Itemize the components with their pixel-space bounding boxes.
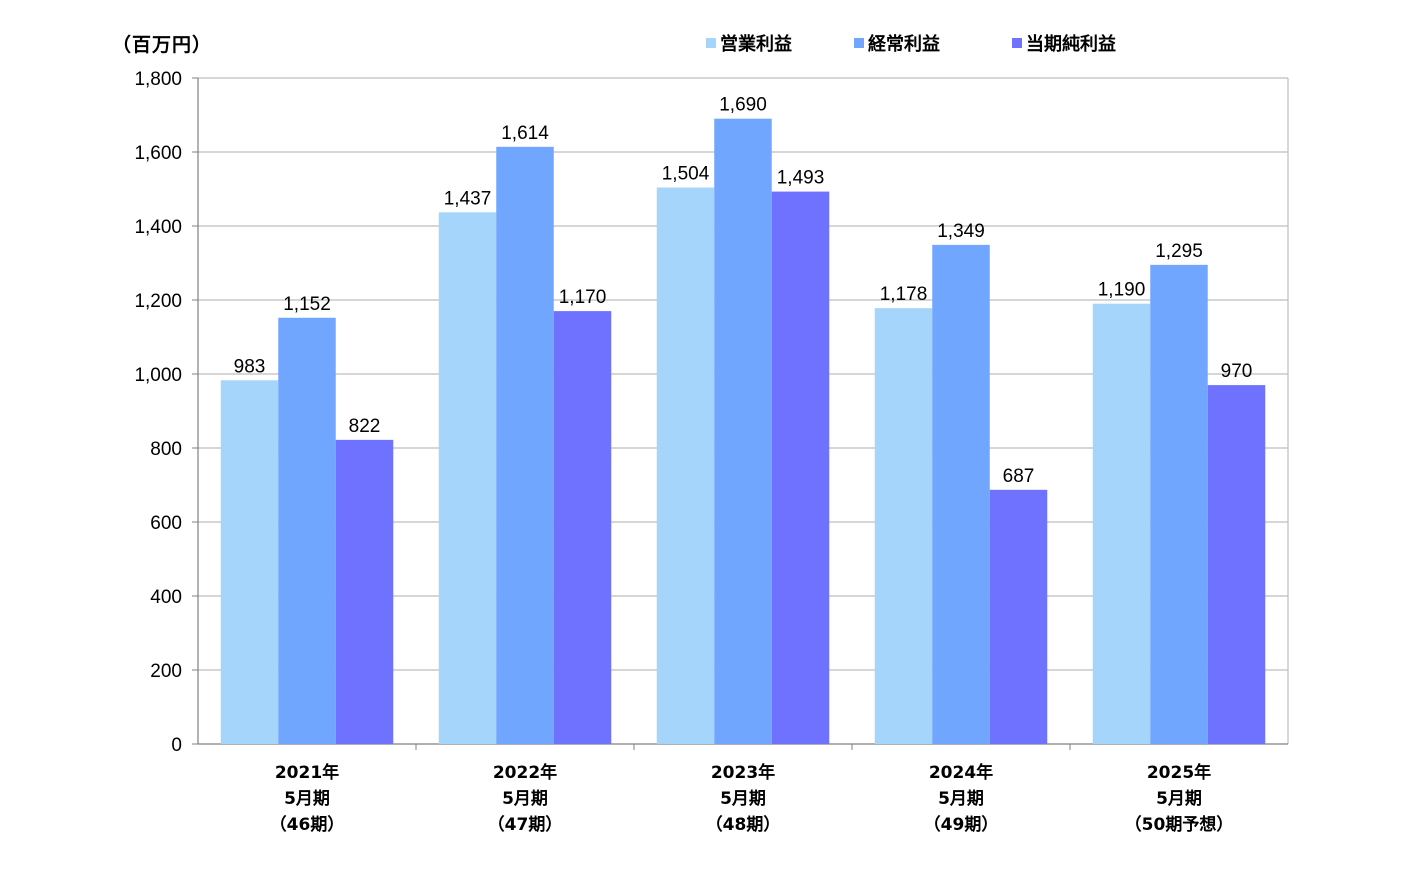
data-label: 1,170	[559, 287, 607, 308]
x-category-label: 5月期	[1156, 789, 1202, 809]
data-label: 1,152	[283, 294, 331, 315]
bar-3	[771, 191, 830, 745]
y-tick-label: 1,000	[134, 365, 182, 386]
bar-2	[1150, 264, 1208, 744]
bar-3	[989, 489, 1048, 744]
legend-swatch	[854, 38, 864, 48]
x-category-label: 2022年	[493, 762, 557, 783]
data-label: 1,349	[937, 221, 985, 242]
data-label: 1,493	[777, 168, 825, 189]
x-category-label: 5月期	[502, 789, 548, 809]
x-category-label: 2024年	[929, 762, 993, 783]
bar-1	[1092, 303, 1151, 744]
data-label: 970	[1221, 361, 1253, 382]
data-label: 687	[1003, 466, 1035, 487]
x-category-label: 5月期	[284, 789, 330, 809]
data-label: 1,504	[662, 164, 710, 185]
legend-label: 経常利益	[868, 34, 940, 55]
legend-item: 当期純利益	[1012, 30, 1116, 56]
y-axis-unit-label: （百万円）	[112, 34, 213, 56]
chart-legend: 営業利益 経常利益 当期純利益	[706, 30, 1116, 56]
y-tick-label: 1,400	[134, 217, 182, 238]
legend-item: 経常利益	[854, 30, 940, 56]
bar-1	[438, 212, 497, 744]
data-label: 1,614	[501, 123, 549, 144]
data-label: 983	[234, 356, 266, 377]
x-category-label: 2021年	[275, 762, 339, 783]
bar-3	[1207, 385, 1266, 744]
legend-swatch	[1012, 38, 1022, 48]
legend-label: 営業利益	[720, 34, 792, 55]
y-tick-label: 400	[150, 587, 182, 608]
y-tick-label: 1,600	[134, 143, 182, 164]
x-category-label: 5月期	[938, 789, 984, 809]
data-label: 822	[349, 416, 381, 437]
legend-swatch	[706, 38, 716, 48]
data-label: 1,437	[444, 188, 492, 209]
bar-2	[278, 317, 336, 744]
data-label: 1,690	[719, 95, 767, 116]
bar-3	[335, 439, 394, 744]
legend-item: 営業利益	[706, 30, 792, 56]
x-category-label: 2023年	[711, 762, 775, 783]
bar-2	[932, 244, 990, 744]
bar-2	[714, 118, 772, 744]
data-label: 1,178	[880, 284, 928, 305]
bar-3	[553, 311, 612, 744]
x-category-label: （46期）	[270, 814, 345, 835]
x-category-label: （48期）	[706, 814, 781, 835]
x-category-label: （49期）	[924, 814, 999, 835]
x-category-label: （47期）	[488, 814, 563, 835]
y-tick-label: 1,800	[134, 69, 182, 90]
legend-label: 当期純利益	[1026, 34, 1116, 55]
bar-1	[874, 308, 933, 744]
y-tick-label: 1,200	[134, 291, 182, 312]
bar-2	[496, 146, 554, 744]
y-tick-label: 200	[150, 661, 182, 682]
y-tick-label: 600	[150, 513, 182, 534]
data-label: 1,295	[1155, 241, 1203, 262]
x-category-label: 5月期	[720, 789, 766, 809]
x-category-label: 2025年	[1147, 762, 1211, 783]
x-category-label: （50期予想）	[1125, 814, 1234, 835]
y-tick-label: 0	[171, 735, 182, 756]
bar-1	[220, 380, 279, 744]
y-tick-label: 800	[150, 439, 182, 460]
data-label: 1,190	[1098, 280, 1146, 301]
bar-1	[656, 187, 715, 744]
